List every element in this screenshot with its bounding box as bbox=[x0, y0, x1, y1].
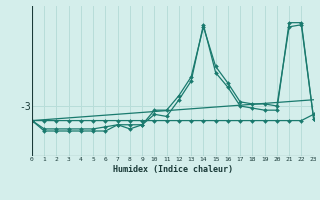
X-axis label: Humidex (Indice chaleur): Humidex (Indice chaleur) bbox=[113, 165, 233, 174]
